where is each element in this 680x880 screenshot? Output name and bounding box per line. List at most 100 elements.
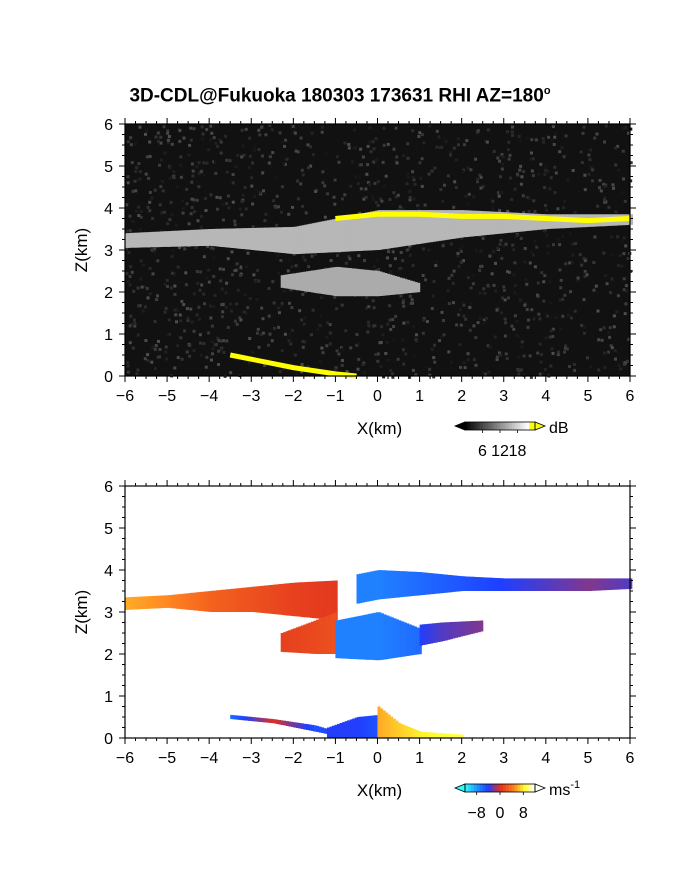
- reflectivity-cell: [213, 228, 217, 247]
- noise-pixel: [382, 375, 386, 379]
- noise-pixel: [380, 199, 384, 203]
- noise-pixel: [517, 134, 521, 138]
- noise-pixel: [345, 370, 349, 374]
- noise-pixel: [561, 297, 565, 301]
- velocity-cell: [442, 622, 446, 641]
- noise-pixel: [216, 207, 219, 211]
- noise-pixel: [463, 143, 466, 147]
- velocity-cell: [435, 732, 439, 738]
- noise-pixel: [547, 135, 551, 139]
- noise-pixel: [377, 180, 380, 183]
- noise-pixel: [145, 286, 149, 290]
- velocity-cell: [316, 725, 320, 732]
- noise-pixel: [200, 225, 203, 229]
- reflectivity-cell: [233, 228, 237, 249]
- noise-pixel: [156, 131, 160, 135]
- noise-pixel: [211, 347, 215, 351]
- noise-pixel: [261, 317, 265, 321]
- noise-pixel: [349, 346, 353, 350]
- x-tick-label: 2: [457, 388, 466, 405]
- noise-pixel: [190, 180, 194, 184]
- noise-pixel: [209, 138, 213, 142]
- reflectivity-cell: [261, 227, 265, 251]
- noise-pixel: [217, 349, 221, 353]
- reflectivity-cell: [203, 229, 207, 246]
- reflectivity-cell: [508, 212, 512, 233]
- noise-pixel: [532, 317, 536, 321]
- reflectivity-cell: [281, 227, 285, 253]
- noise-pixel: [150, 248, 154, 252]
- velocity-cell: [383, 614, 387, 660]
- noise-pixel: [562, 155, 566, 159]
- noise-pixel: [559, 278, 563, 282]
- noise-pixel: [189, 138, 193, 142]
- velocity-cell: [340, 619, 344, 659]
- noise-pixel: [361, 363, 365, 366]
- reflectivity-cell: [526, 213, 530, 231]
- noise-pixel: [462, 303, 466, 307]
- velocity-cell: [380, 613, 384, 660]
- noise-pixel: [202, 342, 206, 346]
- noise-pixel: [290, 265, 294, 269]
- noise-pixel: [498, 159, 502, 163]
- noise-pixel: [425, 320, 429, 324]
- noise-pixel: [597, 368, 601, 372]
- noise-pixel: [243, 186, 247, 190]
- velocity-cell: [167, 595, 171, 608]
- noise-pixel: [168, 177, 172, 180]
- noise-pixel: [608, 326, 612, 330]
- x-axis: −6 −5 −4 −3 −2 −1 0 1 2 3 4 5 6X(km): [116, 480, 635, 800]
- noise-pixel: [126, 181, 130, 185]
- noise-pixel: [629, 179, 633, 183]
- noise-pixel: [356, 367, 360, 371]
- noise-pixel: [506, 148, 510, 152]
- noise-pixel: [603, 140, 606, 144]
- reflectivity-cell: [453, 210, 457, 239]
- noise-pixel: [272, 199, 275, 203]
- y-tick-label: 1: [104, 689, 113, 706]
- noise-pixel: [538, 317, 542, 321]
- noise-pixel: [593, 136, 597, 140]
- velocity-cell: [198, 592, 202, 611]
- velocity-cell: [252, 717, 256, 722]
- noise-pixel: [353, 356, 357, 360]
- noise-pixel: [147, 176, 151, 180]
- noise-pixel: [518, 139, 522, 143]
- noise-pixel: [463, 366, 467, 370]
- noise-pixel: [603, 365, 607, 369]
- noise-pixel: [146, 296, 150, 300]
- noise-pixel: [181, 199, 184, 203]
- noise-pixel: [596, 309, 600, 313]
- noise-pixel: [487, 370, 491, 374]
- velocity-cell: [419, 624, 423, 646]
- noise-pixel: [392, 191, 396, 195]
- noise-pixel: [457, 143, 460, 147]
- noise-pixel: [537, 172, 541, 176]
- noise-pixel: [192, 198, 196, 202]
- noise-pixel: [533, 240, 537, 243]
- noise-pixel: [587, 172, 591, 176]
- noise-pixel: [235, 302, 239, 306]
- velocity-cell: [354, 717, 358, 738]
- noise-pixel: [600, 338, 604, 342]
- velocity-cell: [380, 708, 384, 738]
- noise-pixel: [187, 222, 191, 226]
- noise-pixel: [364, 187, 368, 191]
- noise-pixel: [611, 183, 615, 187]
- reflectivity-cell: [401, 278, 405, 294]
- velocity-cell: [321, 617, 325, 654]
- noise-pixel: [573, 210, 577, 214]
- noise-pixel: [569, 290, 572, 294]
- noise-pixel: [512, 327, 516, 331]
- noise-pixel: [251, 350, 255, 354]
- velocity-cell: [256, 586, 260, 613]
- noise-pixel: [440, 335, 444, 338]
- noise-pixel: [270, 128, 274, 132]
- velocity-cell: [215, 590, 219, 612]
- velocity-cell: [288, 721, 292, 727]
- velocity-cell: [226, 589, 230, 612]
- noise-pixel: [332, 195, 336, 199]
- noise-pixel: [441, 199, 445, 203]
- noise-pixel: [190, 162, 194, 166]
